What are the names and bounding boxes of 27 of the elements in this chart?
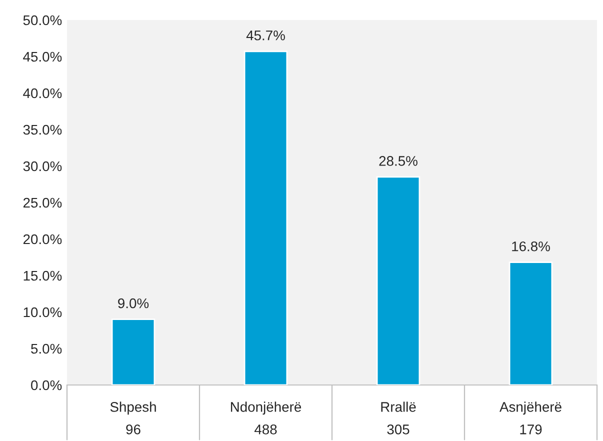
y-tick-label: 0.0%	[31, 380, 62, 390]
bar	[111, 318, 156, 385]
y-tick-label: 20.0%	[23, 234, 62, 244]
y-tick-label: 5.0%	[31, 344, 62, 354]
text: 305	[387, 424, 410, 434]
x-tick-label: Asnjëherë	[500, 402, 562, 415]
y-tick-label: 50.0%	[23, 15, 62, 26]
data-label: 28.5%	[379, 156, 418, 166]
data-label: 16.8%	[512, 241, 550, 252]
y-tick-label: 45.0%	[23, 52, 62, 62]
y-tick-label: 35.0%	[23, 124, 62, 135]
y-tick-label: 10.0%	[24, 307, 62, 318]
y-tick-label: 15.0%	[24, 270, 62, 281]
bar	[376, 176, 420, 385]
bar	[508, 262, 553, 385]
x-tick-label: Ndonjëherë	[230, 402, 302, 415]
data-label: 9.0%	[118, 298, 149, 308]
y-tick-label: 25.0%	[23, 198, 62, 208]
x-tick-label: Rrallë	[381, 402, 416, 412]
y-tick-label: 30.0%	[23, 161, 62, 172]
text: 488	[254, 424, 277, 434]
bar	[244, 50, 288, 385]
y-tick-label: 40.0%	[23, 88, 62, 98]
x-tick-label: Shpesh	[110, 402, 156, 415]
text: 179	[520, 424, 542, 434]
text: 96	[126, 424, 140, 434]
data-label: 45.7%	[246, 30, 285, 40]
